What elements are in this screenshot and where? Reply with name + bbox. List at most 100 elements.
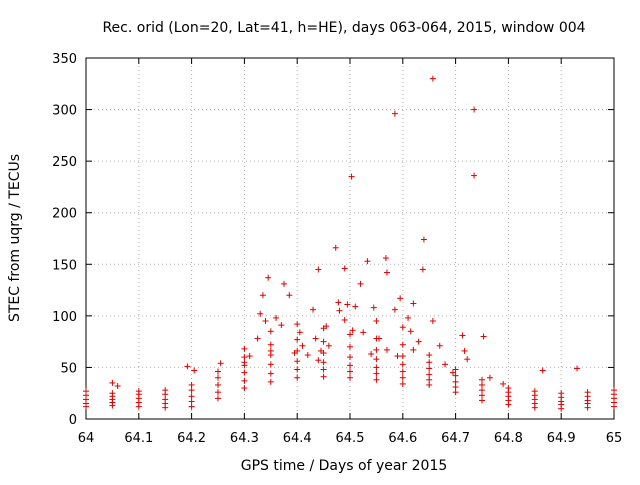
data-point — [429, 75, 436, 82]
x-tick-label: 64.7 — [441, 431, 470, 446]
data-point — [215, 395, 221, 402]
data-point — [188, 403, 195, 410]
data-point — [217, 360, 224, 367]
data-point — [471, 106, 478, 113]
data-point — [394, 353, 401, 360]
data-point — [335, 299, 342, 306]
data-point — [162, 387, 169, 394]
data-point — [317, 347, 324, 354]
data-point — [320, 366, 327, 373]
data-point — [479, 397, 485, 404]
data-point — [267, 347, 274, 354]
x-tick-label: 64.5 — [336, 431, 365, 446]
data-point — [420, 236, 427, 243]
data-point — [426, 381, 433, 388]
data-point — [304, 352, 311, 359]
data-point — [315, 357, 322, 364]
data-point — [364, 258, 371, 265]
data-point — [323, 323, 330, 330]
data-point — [349, 327, 356, 334]
data-point — [332, 244, 339, 251]
data-point — [399, 361, 406, 368]
data-point — [294, 358, 301, 365]
data-point — [426, 371, 433, 378]
data-point — [452, 384, 459, 391]
data-point — [341, 265, 348, 272]
x-tick-labels: 64 64.1 64.2 64.3 64.4 64.5 64.6 64.7 64.8 64.9 65 — [78, 431, 623, 446]
data-point — [461, 347, 468, 354]
data-point — [320, 373, 327, 380]
y-tick-label: 300 — [52, 104, 77, 119]
axis-ticks — [85, 57, 615, 420]
chart-title: Rec. orid (Lon=20, Lat=41, h=HE), days 0… — [102, 20, 585, 36]
x-tick-label: 64.6 — [388, 431, 417, 446]
data-point — [341, 316, 348, 323]
data-point — [584, 389, 591, 396]
x-tick-label: 64.3 — [230, 431, 259, 446]
data-point — [452, 389, 459, 396]
data-point — [294, 336, 301, 343]
data-point — [257, 310, 264, 317]
data-point — [452, 378, 459, 385]
y-tick-label: 350 — [52, 52, 77, 67]
data-point — [479, 381, 485, 388]
y-tick-label: 200 — [52, 207, 77, 222]
data-point — [135, 388, 142, 395]
data-point — [262, 318, 269, 325]
data-point — [278, 322, 285, 329]
data-point — [479, 392, 485, 399]
data-point — [426, 365, 433, 372]
data-point — [373, 364, 380, 371]
data-point — [407, 328, 414, 335]
data-point — [368, 351, 375, 358]
data-point — [426, 359, 433, 366]
data-point — [373, 370, 380, 377]
data-point — [480, 333, 487, 340]
data-point — [347, 354, 353, 361]
data-point — [191, 367, 198, 374]
data-point — [184, 363, 191, 370]
data-point — [286, 292, 293, 299]
data-point — [312, 335, 319, 342]
data-point — [410, 346, 417, 353]
data-point — [294, 366, 301, 373]
data-point — [281, 280, 287, 287]
data-point — [344, 301, 351, 308]
data-point — [347, 362, 353, 369]
data-point — [215, 368, 221, 375]
data-point — [399, 324, 406, 331]
data-point — [357, 280, 364, 287]
x-tick-label: 64.9 — [547, 431, 576, 446]
data-point — [336, 307, 343, 314]
data-point — [267, 378, 274, 385]
data-point — [348, 173, 355, 180]
data-point — [500, 380, 507, 387]
data-point — [399, 341, 406, 348]
data-point — [83, 388, 89, 395]
data-point — [291, 349, 298, 356]
y-tick-label: 150 — [52, 258, 77, 273]
data-point — [382, 255, 389, 262]
y-tick-label: 100 — [52, 310, 77, 325]
data-point — [215, 374, 221, 381]
data-point — [241, 377, 248, 384]
data-point — [426, 376, 433, 383]
data-point — [188, 398, 195, 405]
data-point — [373, 376, 380, 383]
data-point — [452, 366, 459, 373]
data-point — [464, 356, 471, 363]
data-point — [241, 369, 248, 376]
data-point — [188, 387, 195, 394]
y-tick-label: 50 — [60, 361, 77, 376]
y-tick-label: 250 — [52, 155, 77, 170]
data-point — [265, 274, 272, 281]
data-point — [188, 381, 195, 388]
data-point — [531, 388, 538, 395]
data-point — [574, 365, 581, 372]
x-tick-label: 64 — [78, 431, 95, 446]
data-point — [397, 295, 404, 302]
data-point — [429, 318, 436, 325]
data-point — [347, 374, 353, 381]
data-point — [449, 369, 456, 376]
